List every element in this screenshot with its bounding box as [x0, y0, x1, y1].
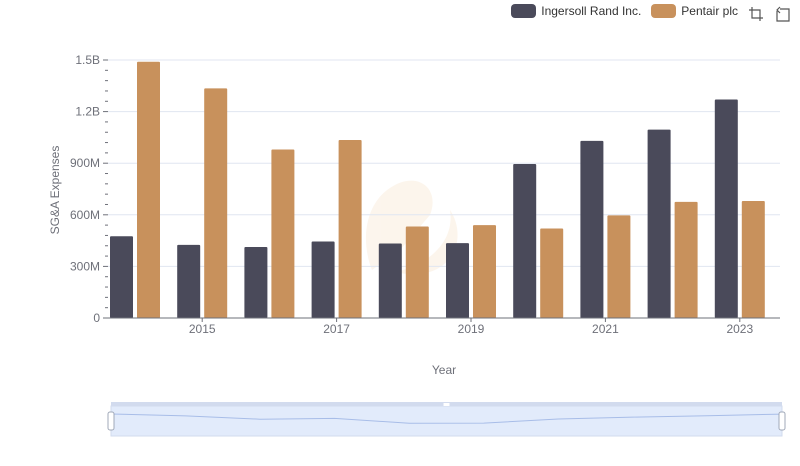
bar-pentair-2023[interactable]	[741, 201, 765, 318]
legend-item-pentair[interactable]: Pentair plc	[651, 4, 738, 18]
zoom-handle-left[interactable]	[107, 411, 115, 431]
y-tick-label: 300M	[70, 259, 100, 273]
x-axis-title: Year	[432, 363, 456, 377]
x-tick-label: 2019	[458, 322, 485, 336]
legend: Ingersoll Rand Inc. Pentair plc	[511, 4, 738, 18]
bar-pentair-2014[interactable]	[137, 61, 160, 318]
zoom-reset-icon[interactable]	[774, 6, 790, 22]
toolbox	[748, 6, 790, 22]
zoom-trend-line	[110, 413, 783, 424]
y-tick-label: 600M	[70, 208, 100, 222]
legend-label-ingersoll: Ingersoll Rand Inc.	[541, 4, 642, 18]
bar-ingersoll-2023[interactable]	[714, 99, 738, 318]
x-tick-label: 2015	[189, 322, 216, 336]
zoom-select-icon[interactable]	[748, 6, 764, 22]
axes: 0 300M 600M 900M 1.2B 1.5B 2015 2017 2019 2021 202…	[70, 53, 780, 336]
bar-ingersoll-2014[interactable]	[110, 236, 133, 318]
zoom-handle-right[interactable]	[778, 411, 786, 431]
y-tick-label: 1.5B	[75, 53, 100, 67]
data-zoom-slider[interactable]	[107, 402, 786, 437]
x-tick-label: 2021	[592, 322, 619, 336]
bar-pentair-2015[interactable]	[204, 88, 228, 318]
zoom-window[interactable]	[110, 405, 783, 437]
bar-ingersoll-2016[interactable]	[244, 246, 268, 318]
bar-ingersoll-2018[interactable]	[378, 243, 402, 318]
bar-pentair-2016[interactable]	[271, 149, 295, 318]
bar-ingersoll-2022[interactable]	[647, 129, 671, 318]
y-tick-label: 0	[93, 311, 100, 325]
y-tick-label: 900M	[70, 156, 100, 170]
legend-item-ingersoll[interactable]: Ingersoll Rand Inc.	[511, 4, 641, 18]
bar-ingersoll-2019[interactable]	[446, 243, 469, 318]
y-tick-label: 1.2B	[75, 105, 100, 119]
bar-pentair-2020[interactable]	[540, 228, 564, 318]
bar-pentair-2022[interactable]	[674, 201, 698, 318]
bar-pentair-2017[interactable]	[338, 139, 362, 318]
bar-pentair-2019[interactable]	[473, 225, 496, 318]
bar-pentair-2018[interactable]	[405, 226, 429, 318]
bars	[110, 61, 765, 318]
bar-ingersoll-2017[interactable]	[311, 241, 335, 318]
y-axis-title: SG&A Expenses	[48, 146, 62, 235]
x-tick-label: 2023	[726, 322, 753, 336]
legend-swatch-pentair	[651, 4, 677, 18]
bar-pentair-2021[interactable]	[607, 215, 631, 318]
bar-ingersoll-2020[interactable]	[513, 164, 537, 318]
legend-label-pentair: Pentair plc	[681, 4, 738, 18]
zoom-drag-grip[interactable]	[443, 403, 450, 406]
x-tick-label: 2017	[323, 322, 350, 336]
bar-ingersoll-2021[interactable]	[580, 140, 604, 318]
bar-ingersoll-2015[interactable]	[177, 244, 201, 318]
legend-swatch-ingersoll	[511, 4, 537, 18]
